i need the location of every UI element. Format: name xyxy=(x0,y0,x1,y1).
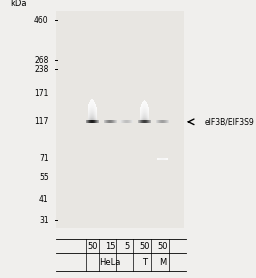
Text: 50: 50 xyxy=(87,242,98,250)
Text: 31: 31 xyxy=(39,216,49,225)
Text: M: M xyxy=(159,258,166,267)
Text: 41: 41 xyxy=(39,195,49,204)
Text: 238: 238 xyxy=(34,64,49,74)
Text: T: T xyxy=(142,258,147,267)
Text: 55: 55 xyxy=(39,173,49,182)
Text: 15: 15 xyxy=(105,242,115,250)
Text: HeLa: HeLa xyxy=(99,258,120,267)
Text: 71: 71 xyxy=(39,154,49,163)
Text: 50: 50 xyxy=(139,242,150,250)
Text: kDa: kDa xyxy=(10,0,27,8)
Text: 460: 460 xyxy=(34,16,49,25)
Text: 117: 117 xyxy=(34,117,49,126)
Text: 268: 268 xyxy=(34,56,49,65)
Text: eIF3B/EIF3S9: eIF3B/EIF3S9 xyxy=(205,117,254,126)
Text: 171: 171 xyxy=(34,89,49,98)
Text: 50: 50 xyxy=(157,242,168,250)
Text: 5: 5 xyxy=(124,242,129,250)
